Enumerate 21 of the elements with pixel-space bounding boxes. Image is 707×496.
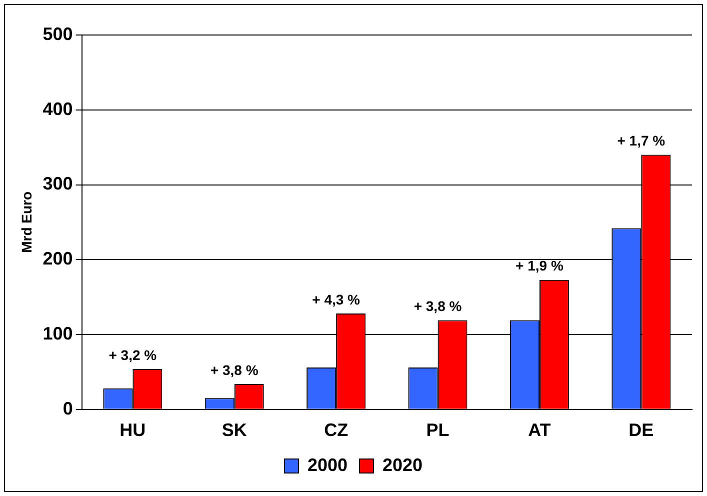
y-tick-label: 400 — [42, 98, 73, 119]
x-tick-label: CZ — [324, 420, 348, 440]
y-tick-label: 0 — [62, 398, 73, 418]
legend-label: 2020 — [382, 454, 423, 475]
x-tick-label: HU — [120, 420, 146, 440]
annotation: + 3,8 % — [210, 362, 259, 378]
x-tick-label: DE — [628, 420, 654, 440]
x-tick-label: AT — [528, 420, 551, 440]
y-tick-label: 100 — [42, 323, 73, 344]
y-tick-label: 500 — [42, 24, 73, 44]
annotation: + 3,8 % — [414, 298, 462, 314]
x-tick-label: SK — [222, 420, 247, 440]
annotation: + 1,9 % — [516, 258, 564, 274]
annotation: + 4,3 % — [312, 291, 361, 308]
y-tick-label: 200 — [42, 248, 73, 269]
legend-label: 2000 — [307, 454, 348, 475]
annotation: + 1,7 % — [617, 132, 666, 149]
x-tick-label: PL — [426, 420, 450, 440]
y-tick-label: 300 — [42, 174, 73, 194]
y-axis-title: Mrd Euro — [18, 191, 34, 253]
annotation: + 3,2 % — [108, 346, 158, 363]
